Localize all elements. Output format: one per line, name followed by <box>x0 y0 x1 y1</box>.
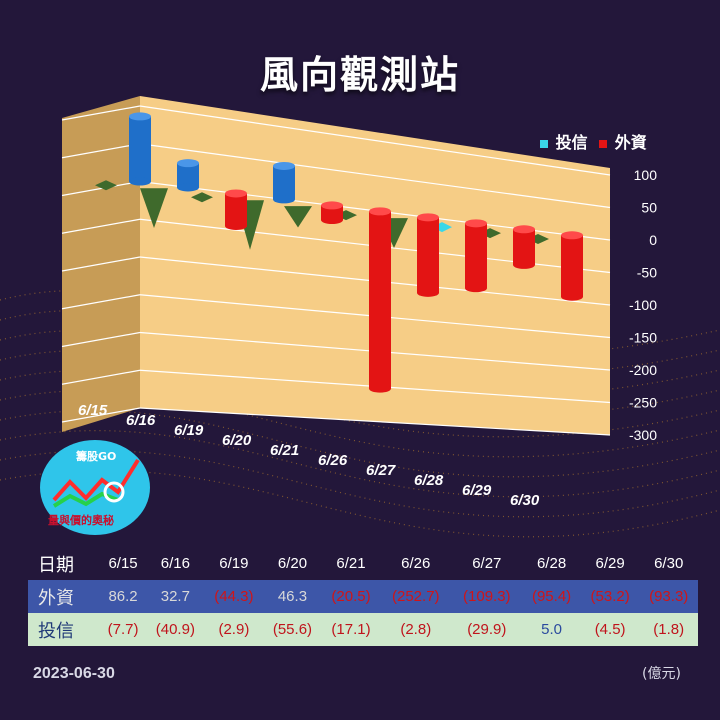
x-tick-label: 6/16 <box>126 412 156 429</box>
gridline <box>139 143 611 209</box>
table-cell: (55.6) <box>263 613 322 646</box>
legend-swatch-foreign <box>599 139 608 148</box>
table-cell: (4.5) <box>580 613 640 646</box>
foreign-bar <box>417 213 439 297</box>
legend-label-trust: 投信 <box>555 133 588 152</box>
x-tick-label: 6/19 <box>174 422 204 439</box>
table-cell: 6/26 <box>401 555 431 572</box>
table-cell: (109.3) <box>451 580 523 613</box>
table-cell: 6/20 <box>277 555 308 572</box>
gridline-side <box>61 218 141 234</box>
y-tick-label: 50 <box>641 200 657 216</box>
table-cell: 46.3 <box>263 580 322 613</box>
foreign-bar <box>129 112 151 186</box>
trust-marker <box>95 180 117 191</box>
y-tick-label: -100 <box>629 297 657 313</box>
footer-date: 2023-06-30 <box>33 665 115 682</box>
gridline-side <box>61 369 141 385</box>
table-cell: (252.7) <box>380 580 452 613</box>
row-label-date: 日期 <box>38 554 74 575</box>
table-row-trust: 投信 (7.7) (40.9) (2.9) (55.6) (17.1) (2.8… <box>28 613 698 646</box>
gridline-side <box>61 143 141 159</box>
row-label-foreign: 外資 <box>28 580 100 613</box>
gridline-side <box>61 294 141 310</box>
trust-marker <box>191 192 213 203</box>
foreign-bar <box>561 231 583 301</box>
y-tick-label: -300 <box>629 427 657 443</box>
table-cell: (93.3) <box>639 580 698 613</box>
x-tick-label: 6/27 <box>366 462 396 479</box>
gridline-side <box>61 407 141 423</box>
gridline <box>139 105 611 176</box>
chart-title: 風向觀測站 <box>259 53 460 97</box>
foreign-bar <box>225 189 247 230</box>
y-tick-label: -50 <box>637 265 657 281</box>
table-cell: (1.8) <box>639 613 698 646</box>
table-cell: (2.8) <box>380 613 452 646</box>
table-cell: 6/30 <box>654 555 684 572</box>
legend-label-foreign: 外資 <box>614 133 647 152</box>
table-cell: 6/19 <box>219 555 249 572</box>
x-tick-label: 6/28 <box>414 472 444 489</box>
y-tick-label: -150 <box>629 330 657 346</box>
gridline <box>139 407 611 436</box>
table-cell: (7.7) <box>100 613 147 646</box>
y-tick-label: 100 <box>634 167 658 183</box>
table-cell: 32.7 <box>146 580 205 613</box>
table-cell: 6/21 <box>336 555 366 572</box>
table-cell: 6/16 <box>160 555 190 572</box>
trust-marker <box>284 206 312 228</box>
table-cell: (2.9) <box>204 613 264 646</box>
table-cell: 6/28 <box>536 555 567 572</box>
table-cell: 5.0 <box>522 613 581 646</box>
table-cell: (17.1) <box>321 613 381 646</box>
gridline-side <box>61 180 141 197</box>
table-cell: (20.5) <box>321 580 381 613</box>
foreign-bar <box>273 161 295 204</box>
foreign-bar <box>321 201 343 224</box>
logo-subtitle: 量與價的奧秘 <box>48 514 114 527</box>
table-cell: (53.2) <box>580 580 640 613</box>
legend-swatch-trust <box>540 139 548 148</box>
table-cell: 6/27 <box>472 555 502 572</box>
trust-marker <box>140 188 168 228</box>
table-cell: (40.9) <box>146 613 205 646</box>
table-cell: 86.2 <box>100 580 147 613</box>
y-tick-label: -250 <box>629 395 657 411</box>
foreign-bar <box>465 219 487 293</box>
foreign-bar <box>369 207 391 393</box>
table-cell: (44.3) <box>204 580 264 613</box>
legend: 投信 外資 <box>540 129 653 153</box>
y-tick-label: -200 <box>629 362 657 378</box>
gridline-side <box>61 256 141 272</box>
foreign-bar <box>177 159 199 192</box>
y-tick-label: 0 <box>649 232 657 248</box>
gridline-side <box>61 331 141 348</box>
row-label-trust: 投信 <box>28 613 100 646</box>
table-row-date: 日期 6/15 6/16 6/19 6/20 6/21 6/26 6/27 6/… <box>28 547 698 580</box>
x-tick-label: 6/26 <box>318 452 348 469</box>
foreign-bar <box>513 225 535 269</box>
table-cell: (95.4) <box>522 580 581 613</box>
x-tick-label: 6/15 <box>78 402 108 419</box>
x-tick-label: 6/20 <box>222 432 252 449</box>
table-cell: 6/29 <box>595 555 625 572</box>
table-cell: (29.9) <box>451 613 523 646</box>
data-table: 日期 6/15 6/16 6/19 6/20 6/21 6/26 6/27 6/… <box>28 547 698 646</box>
x-tick-label: 6/30 <box>510 492 540 509</box>
table-cell: 6/15 <box>108 555 138 572</box>
x-tick-label: 6/29 <box>462 482 492 499</box>
logo-chart-icon <box>52 458 140 508</box>
unit-label: (億元) <box>642 666 681 682</box>
table-row-foreign: 外資 86.2 32.7 (44.3) 46.3 (20.5) (252.7) … <box>28 580 698 613</box>
logo: 籌股GO 量與價的奧秘 <box>40 440 150 535</box>
gridline-side <box>61 105 141 121</box>
logo-text: 籌股GO <box>76 450 117 463</box>
x-tick-label: 6/21 <box>270 442 299 459</box>
